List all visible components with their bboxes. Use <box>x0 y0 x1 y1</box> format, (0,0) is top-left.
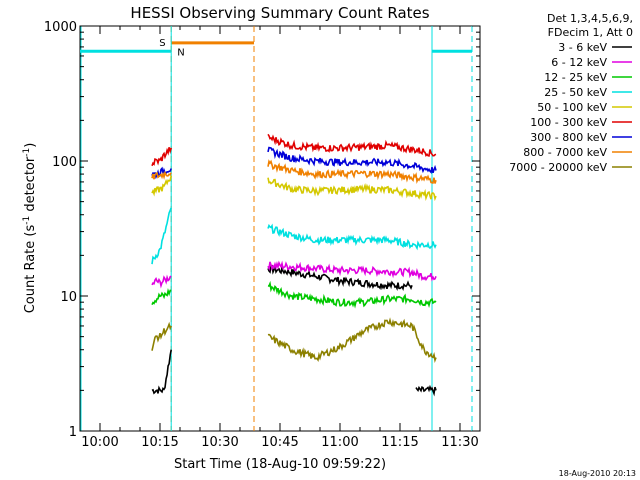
x-axis-label: Start Time (18-Aug-10 09:59:22) <box>174 457 386 472</box>
legend-header-line1: Det 1,3,4,5,6,9, <box>547 12 633 25</box>
series-line <box>151 170 172 180</box>
series-line <box>267 177 437 202</box>
series-line <box>151 349 172 395</box>
x-tick-label: 10:30 <box>201 435 238 450</box>
x-tick-label: 10:45 <box>261 435 298 450</box>
axes-layer: 10:00 10:15 10:30 10:45 11:00 11:15 11:30 1 10 10… <box>44 20 481 450</box>
series-line <box>151 287 172 306</box>
x-tick-label: 10:15 <box>141 435 178 450</box>
series-line <box>151 321 172 351</box>
x-tick-label: 11:00 <box>321 435 358 450</box>
y-label-part1: Count Rate (s <box>23 225 38 314</box>
legend-label: 300 - 800 keV <box>530 131 607 144</box>
series-line <box>267 317 437 363</box>
series-line <box>267 223 437 251</box>
series-line <box>267 265 413 292</box>
legend-label: 7000 - 20000 keV <box>509 161 607 174</box>
legend-label: 50 - 100 keV <box>537 101 607 114</box>
legend-label: 3 - 6 keV <box>558 41 607 54</box>
series-line <box>267 260 437 282</box>
series-line <box>151 147 172 167</box>
legend-label: 800 - 7000 keV <box>523 146 607 159</box>
legend-label: 100 - 300 keV <box>530 116 607 129</box>
series-line <box>267 159 437 184</box>
y-label-sup2: -1 <box>22 148 32 157</box>
legend-label: 25 - 50 keV <box>544 86 607 99</box>
timestamp: 18-Aug-2010 20:13 <box>559 469 636 478</box>
night-label: N <box>177 47 184 58</box>
legend-label: 6 - 12 keV <box>551 56 607 69</box>
flag-layer: SN <box>80 26 473 431</box>
series-line <box>267 133 437 157</box>
plot-frame <box>79 25 481 432</box>
y-tick-label: 1 <box>69 425 77 440</box>
legend: Det 1,3,4,5,6,9, FDecim 1, Att 0 3 - 6 k… <box>509 12 633 174</box>
series-line <box>267 146 437 174</box>
series-line <box>151 274 172 289</box>
y-label-sup1: -1 <box>22 216 32 225</box>
y-tick-label: 10 <box>60 290 77 305</box>
legend-header-line2: FDecim 1, Att 0 <box>548 26 633 39</box>
series-line <box>151 175 172 197</box>
x-tick-label: 10:00 <box>81 435 118 450</box>
x-tick-label: 11:30 <box>441 435 478 450</box>
y-label-part3: ) <box>23 143 38 148</box>
y-label-part2: detector <box>23 156 38 216</box>
x-tick-label: 11:15 <box>381 435 418 450</box>
series-line <box>415 384 437 397</box>
series-line <box>151 207 172 265</box>
series-line <box>267 280 437 309</box>
y-axis-label: Count Rate (s-1 detector-1) <box>22 143 38 314</box>
chart-title: HESSI Observing Summary Count Rates <box>130 4 429 22</box>
y-tick-label: 100 <box>52 155 77 170</box>
y-tick-label: 1000 <box>44 20 77 35</box>
series-layer <box>151 133 437 397</box>
saa-label: S <box>159 38 165 49</box>
legend-label: 12 - 25 keV <box>544 71 607 84</box>
plot-border <box>79 25 481 432</box>
